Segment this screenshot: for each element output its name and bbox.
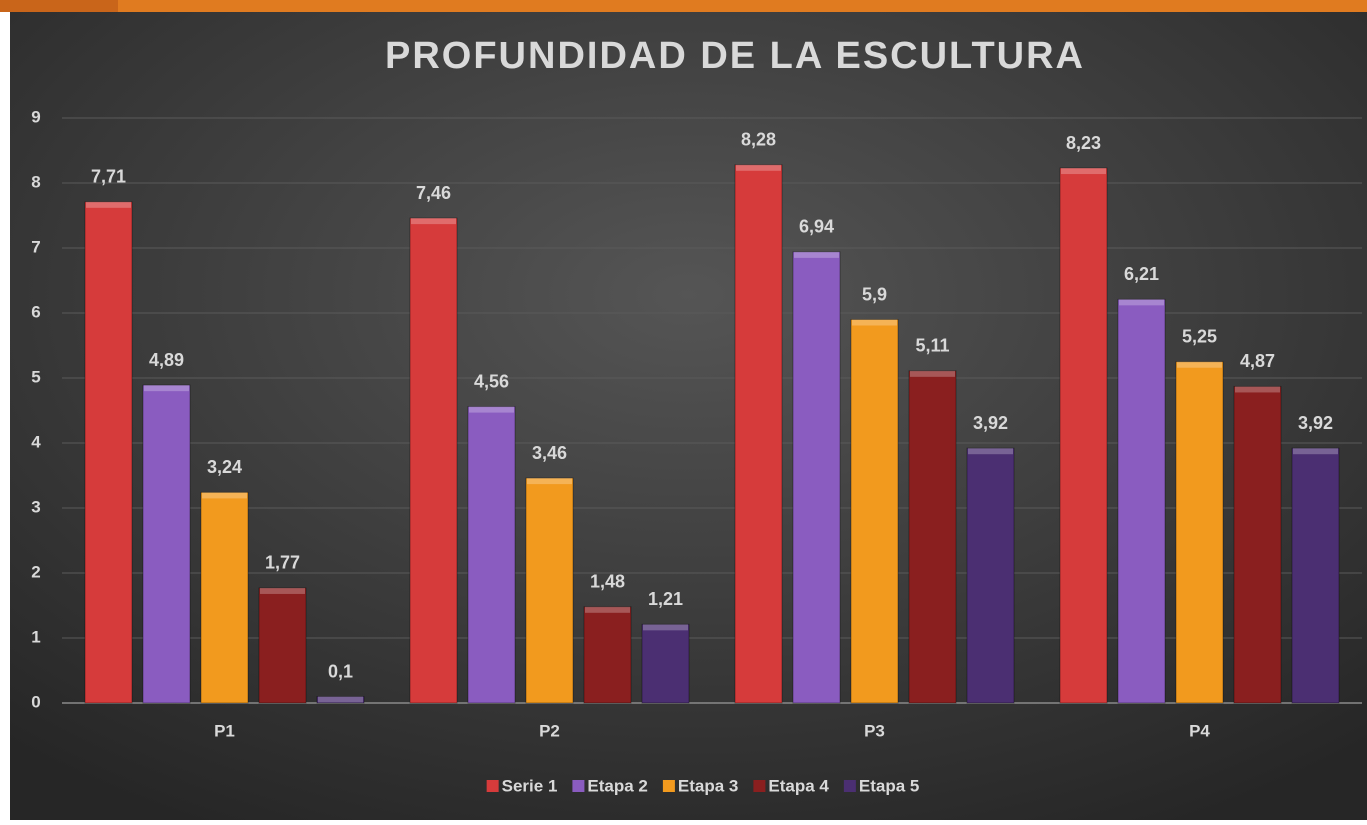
- legend-label: Etapa 4: [768, 776, 829, 795]
- bar-bevel: [318, 696, 363, 703]
- bar: [142, 384, 191, 704]
- bar-bevel: [910, 370, 955, 377]
- bar: [583, 606, 632, 704]
- legend-label: Serie 1: [502, 776, 558, 795]
- bar-bevel: [202, 492, 247, 499]
- value-label: 8,28: [741, 130, 776, 150]
- value-label: 4,87: [1240, 351, 1275, 371]
- x-tick-label: P1: [214, 721, 235, 740]
- bar-bevel: [144, 385, 189, 392]
- bar: [200, 491, 249, 704]
- bar: [734, 164, 783, 704]
- bar-bevel: [1177, 361, 1222, 368]
- bar-bevel: [1119, 299, 1164, 306]
- bar-bevel: [643, 624, 688, 631]
- value-label: 3,46: [532, 443, 567, 463]
- value-label: 5,25: [1182, 327, 1217, 347]
- top-strip: [0, 0, 1367, 12]
- bar-bevel: [260, 587, 305, 594]
- bar: [1291, 447, 1340, 704]
- value-label: 1,21: [648, 589, 683, 609]
- bar: [1175, 361, 1224, 704]
- y-tick-label: 2: [31, 562, 40, 581]
- bar-bevel: [968, 448, 1013, 455]
- bar-bevel: [469, 406, 514, 413]
- legend-marker: [843, 780, 856, 792]
- bar-bevel: [1235, 386, 1280, 393]
- value-label: 3,24: [207, 457, 242, 477]
- bar: [525, 477, 574, 704]
- bar: [966, 447, 1015, 704]
- y-tick-label: 6: [31, 302, 40, 321]
- bar: [409, 217, 458, 704]
- bar-bevel: [852, 319, 897, 326]
- y-tick-label: 8: [31, 172, 40, 191]
- y-tick-label: 1: [31, 627, 40, 646]
- y-tick-label: 4: [31, 432, 41, 451]
- bar: [850, 319, 899, 704]
- y-tick-label: 7: [31, 237, 40, 256]
- value-label: 7,71: [91, 167, 126, 187]
- value-label: 6,94: [799, 217, 834, 237]
- bar-bevel: [794, 251, 839, 258]
- bar-bevel: [1293, 448, 1338, 455]
- y-tick-label: 3: [31, 497, 40, 516]
- value-label: 1,48: [590, 572, 625, 592]
- bar: [908, 370, 957, 704]
- chart-title: PROFUNDIDAD DE LA ESCULTURA: [385, 35, 1085, 77]
- legend-label: Etapa 5: [859, 776, 919, 795]
- bar-bevel: [736, 164, 781, 171]
- bar: [316, 696, 365, 704]
- bar: [467, 406, 516, 704]
- y-tick-label: 5: [31, 367, 40, 386]
- value-label: 0,1: [328, 661, 353, 681]
- value-label: 1,77: [265, 553, 300, 573]
- legend-marker: [662, 780, 675, 792]
- bar-bevel: [1061, 168, 1106, 175]
- y-tick-label: 0: [31, 692, 40, 711]
- bar: [258, 587, 307, 704]
- x-tick-label: P2: [539, 721, 560, 740]
- value-label: 6,21: [1124, 264, 1159, 284]
- value-label: 5,9: [862, 284, 887, 304]
- value-label: 4,89: [149, 350, 184, 370]
- value-label: 7,46: [416, 183, 451, 203]
- legend-label: Etapa 2: [587, 776, 647, 795]
- legend-marker: [572, 780, 585, 792]
- x-tick-label: P4: [1189, 721, 1210, 740]
- bar-bevel: [86, 201, 131, 208]
- bar: [84, 201, 133, 704]
- bar-bevel: [527, 478, 572, 485]
- value-label: 4,56: [474, 371, 509, 391]
- bar-bevel: [411, 218, 456, 225]
- value-label: 5,11: [915, 336, 949, 356]
- bar: [792, 251, 841, 704]
- legend-marker: [753, 780, 766, 792]
- value-label: 8,23: [1066, 133, 1101, 153]
- top-tab: [0, 0, 118, 12]
- bar: [641, 623, 690, 704]
- value-label: 3,92: [1298, 413, 1333, 433]
- bar-bevel: [585, 606, 630, 613]
- bar: [1233, 385, 1282, 704]
- bar: [1117, 298, 1166, 704]
- legend-label: Etapa 3: [678, 776, 738, 795]
- legend-marker: [486, 780, 499, 792]
- y-tick-label: 9: [31, 107, 40, 126]
- bar: [1059, 167, 1108, 704]
- value-label: 3,92: [973, 413, 1008, 433]
- x-tick-label: P3: [864, 721, 885, 740]
